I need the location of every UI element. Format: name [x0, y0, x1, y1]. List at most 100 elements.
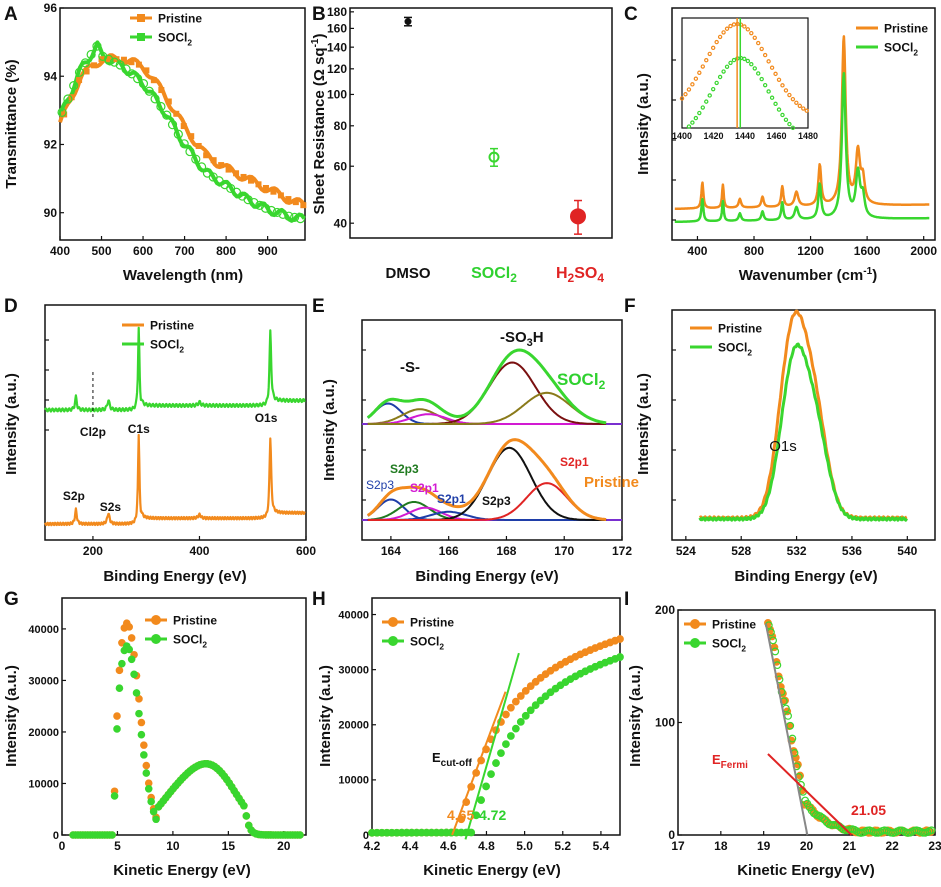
panel-h-x-tick-label: 4.6: [440, 839, 457, 853]
legend-label-text: SOCl: [884, 40, 913, 54]
panel-g-socl2-point: [132, 689, 141, 697]
panel-a-socl2-marker: [243, 195, 253, 205]
legend-label-subscript: 2: [439, 641, 444, 651]
panel-c-inset-pristine-point: [742, 24, 747, 29]
legend-marker: [690, 619, 700, 629]
panel-f-x-tick-label: 536: [842, 544, 862, 558]
panel-e-annotation-so3h: -SO3H: [500, 329, 544, 349]
legend-label: Pristine: [712, 617, 756, 631]
panel-i-socl2-point: [820, 815, 829, 824]
panel-g-socl2-point: [152, 815, 160, 824]
panel-i-socl2-point: [809, 809, 818, 818]
legend-marker: [388, 636, 398, 646]
panel-c-inset-tick-label: 1400: [672, 131, 692, 141]
panel-h-socl2-point: [477, 796, 486, 804]
panel-g-y-tick-label: 20000: [28, 727, 59, 739]
legend-label: Pristine: [718, 321, 762, 335]
panel-c-x-axis-label-sup: -1: [863, 266, 872, 277]
panel-d-annotation-s2s: S2s: [100, 500, 122, 514]
panel-a-x-tick-label: 700: [175, 244, 195, 258]
panel-e-annotation-so3h-sub: 3: [527, 337, 533, 349]
panel-g-socl2-point: [149, 807, 158, 816]
panel-a-pristine-marker: [270, 188, 277, 195]
panel-a-socl2-marker: [133, 74, 143, 84]
panel-a-x-tick-label: 600: [133, 244, 153, 258]
panel-a-pristine-marker: [277, 192, 284, 199]
panel-h-x-axis-label: Kinetic Energy (eV): [423, 862, 561, 879]
panel-h-pristine-point: [506, 703, 515, 712]
panel-h-annotation-cutoff-pristine: 4.65: [447, 807, 474, 823]
panel-e-annotation-s2p3-black: S2p3: [482, 494, 511, 508]
panel-i-annotation-efermi-sub: Fermi: [721, 760, 748, 771]
panel-h-x-tick-label: 5.4: [593, 839, 610, 853]
panel-e-annotation-pristine: Pristine: [584, 474, 639, 491]
panel-b-y-tick-label: 100: [327, 88, 347, 102]
panel-a-socl2-marker: [179, 139, 189, 149]
panel-d-annotation-s2p: S2p: [63, 489, 85, 503]
panel-c-inset-pristine-point: [769, 65, 775, 70]
panel-d-frame: [44, 304, 307, 541]
legend-label-text: Pristine: [712, 617, 756, 631]
panel-c-inset-pristine-point: [762, 52, 768, 58]
panel-c-inset-pristine-point: [704, 58, 709, 63]
panel-g-y-axis-label: Intensity (a.u.): [3, 665, 20, 767]
panel-g-socl2-point: [142, 769, 151, 777]
legend-label-text: Pristine: [173, 613, 217, 627]
panel-g-x-axis-label: Kinetic Energy (eV): [113, 862, 251, 879]
panel-h-socl2-point: [616, 653, 624, 661]
panel-c-inset-socl2-point: [731, 57, 737, 63]
panel-h-socl2-point: [487, 770, 495, 779]
panel-a-pristine-marker: [218, 162, 225, 169]
panel-e-x-tick-label: 166: [439, 544, 459, 558]
panel-c-inset-pristine-point: [801, 106, 806, 111]
panel-a-socl2-marker: [150, 94, 160, 104]
legend-label-subscript: 2: [913, 47, 918, 57]
panel-a-socl2-marker: [173, 129, 183, 139]
panel-a-pristine-marker: [285, 196, 292, 203]
legend-label-text: SOCl: [158, 30, 187, 44]
panel-a-pristine-marker: [165, 98, 172, 105]
panel-g-pristine-point: [115, 666, 124, 675]
panel-c-inset-tick-label: 1460: [766, 131, 786, 141]
panel-a-socl2-marker: [284, 211, 294, 221]
panel-i-annotation-efermi-e: E: [712, 752, 721, 767]
panel-c-inset-pristine-point: [780, 83, 785, 88]
panel-a-x-axis-label: Wavelength (nm): [123, 267, 243, 284]
panel-c-inset-pristine-point: [721, 30, 726, 35]
panel-c-inset-pristine-point: [717, 34, 723, 40]
legend-label: SOCl2: [884, 40, 918, 57]
panel-c-x-axis-label-text: Wavenumber (cm: [739, 267, 863, 284]
panel-c-inset-pristine-point: [707, 51, 712, 57]
panel-h-pristine-point: [521, 686, 530, 695]
panel-i-x-tick-label: 21: [843, 839, 857, 853]
panel-letter-d: D: [4, 296, 18, 317]
panel-h-socl2-point: [521, 711, 530, 720]
panel-a-socl2-marker: [260, 203, 271, 213]
panel-c-inset-pristine-point: [700, 64, 705, 69]
panel-c-inset-socl2-point: [752, 66, 757, 71]
panel-e-socl2-envelope: [366, 348, 607, 425]
panel-a-socl2-marker: [121, 64, 131, 74]
panel-b-category-dmso: DMSO: [386, 265, 431, 282]
panel-i-x-tick-label: 19: [757, 839, 771, 853]
panel-b-category-h2so4-text: H: [556, 265, 568, 282]
panel-h-socl2-point: [526, 706, 535, 715]
panel-g-socl2-point: [296, 831, 304, 839]
panel-e-x-tick-label: 170: [554, 544, 574, 558]
panel-a-socl2-marker: [86, 49, 96, 60]
panel-c-inset-socl2-point: [721, 69, 726, 74]
panel-i-y-axis-label: Intensity (a.u.): [627, 665, 644, 767]
panel-a-socl2-marker: [144, 86, 154, 96]
panel-h-y-tick-label: 40000: [338, 609, 369, 621]
panel-g-socl2-point: [113, 725, 121, 733]
panel-c-inset-pristine-point: [690, 82, 695, 87]
panel-c-inset-pristine-point: [710, 45, 716, 51]
panel-c-inset-pristine-point: [787, 92, 792, 98]
panel-h-pristine-fit-line: [451, 691, 507, 836]
panel-g-socl2-point: [118, 659, 126, 668]
panel-i-socl2-point: [927, 826, 936, 835]
legend-marker: [388, 617, 398, 627]
panel-letter-i: I: [624, 589, 629, 610]
panel-a-socl2-marker: [191, 154, 201, 164]
